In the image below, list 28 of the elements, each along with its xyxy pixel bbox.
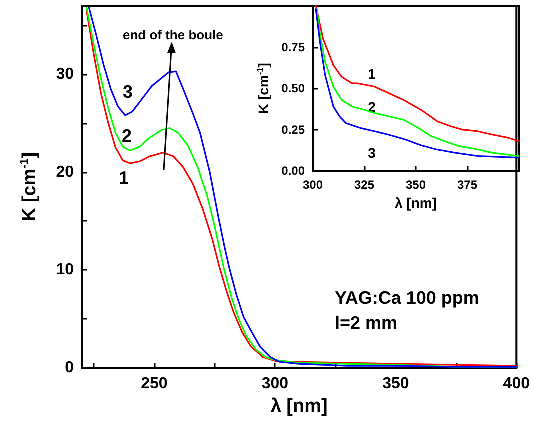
x-tick-label: 250 (141, 376, 168, 392)
y-tick-label: 0.25 (282, 122, 306, 137)
x-tick-label: 300 (262, 376, 289, 392)
x-tick-label: 325 (354, 178, 375, 192)
x-tick-label: 300 (302, 178, 324, 192)
series-label: 3 (122, 82, 134, 102)
annotation: l=2 mm (335, 313, 398, 333)
y-tick-label: 0.00 (282, 164, 306, 178)
x-axis-title: λ [nm] (270, 396, 328, 417)
x-tick-label: 350 (382, 376, 410, 392)
y-tick-label: 20 (56, 164, 74, 181)
annotation: YAG:Ca 100 ppm (335, 288, 480, 308)
series-label: 2 (122, 126, 132, 146)
series-label: 1 (368, 66, 376, 82)
x-axis-title: λ [nm] (395, 195, 437, 211)
x-tick-label: 400 (503, 376, 530, 392)
y-tick-label: 0 (65, 360, 74, 376)
y-tick-label: 30 (56, 66, 74, 83)
y-axis-title: K [cm-1] (255, 63, 272, 114)
y-tick-label: 10 (56, 262, 74, 279)
y-axis-title: K [cm-1] (19, 152, 40, 222)
series-label: 1 (118, 168, 130, 188)
series-label: 3 (368, 145, 376, 161)
annotation: end of the boule (123, 28, 224, 42)
y-tick-label: 0.75 (282, 40, 306, 54)
y-tick-label: 0.50 (282, 82, 306, 96)
x-tick-label: 350 (406, 178, 426, 192)
x-tick-label: 375 (457, 178, 478, 192)
